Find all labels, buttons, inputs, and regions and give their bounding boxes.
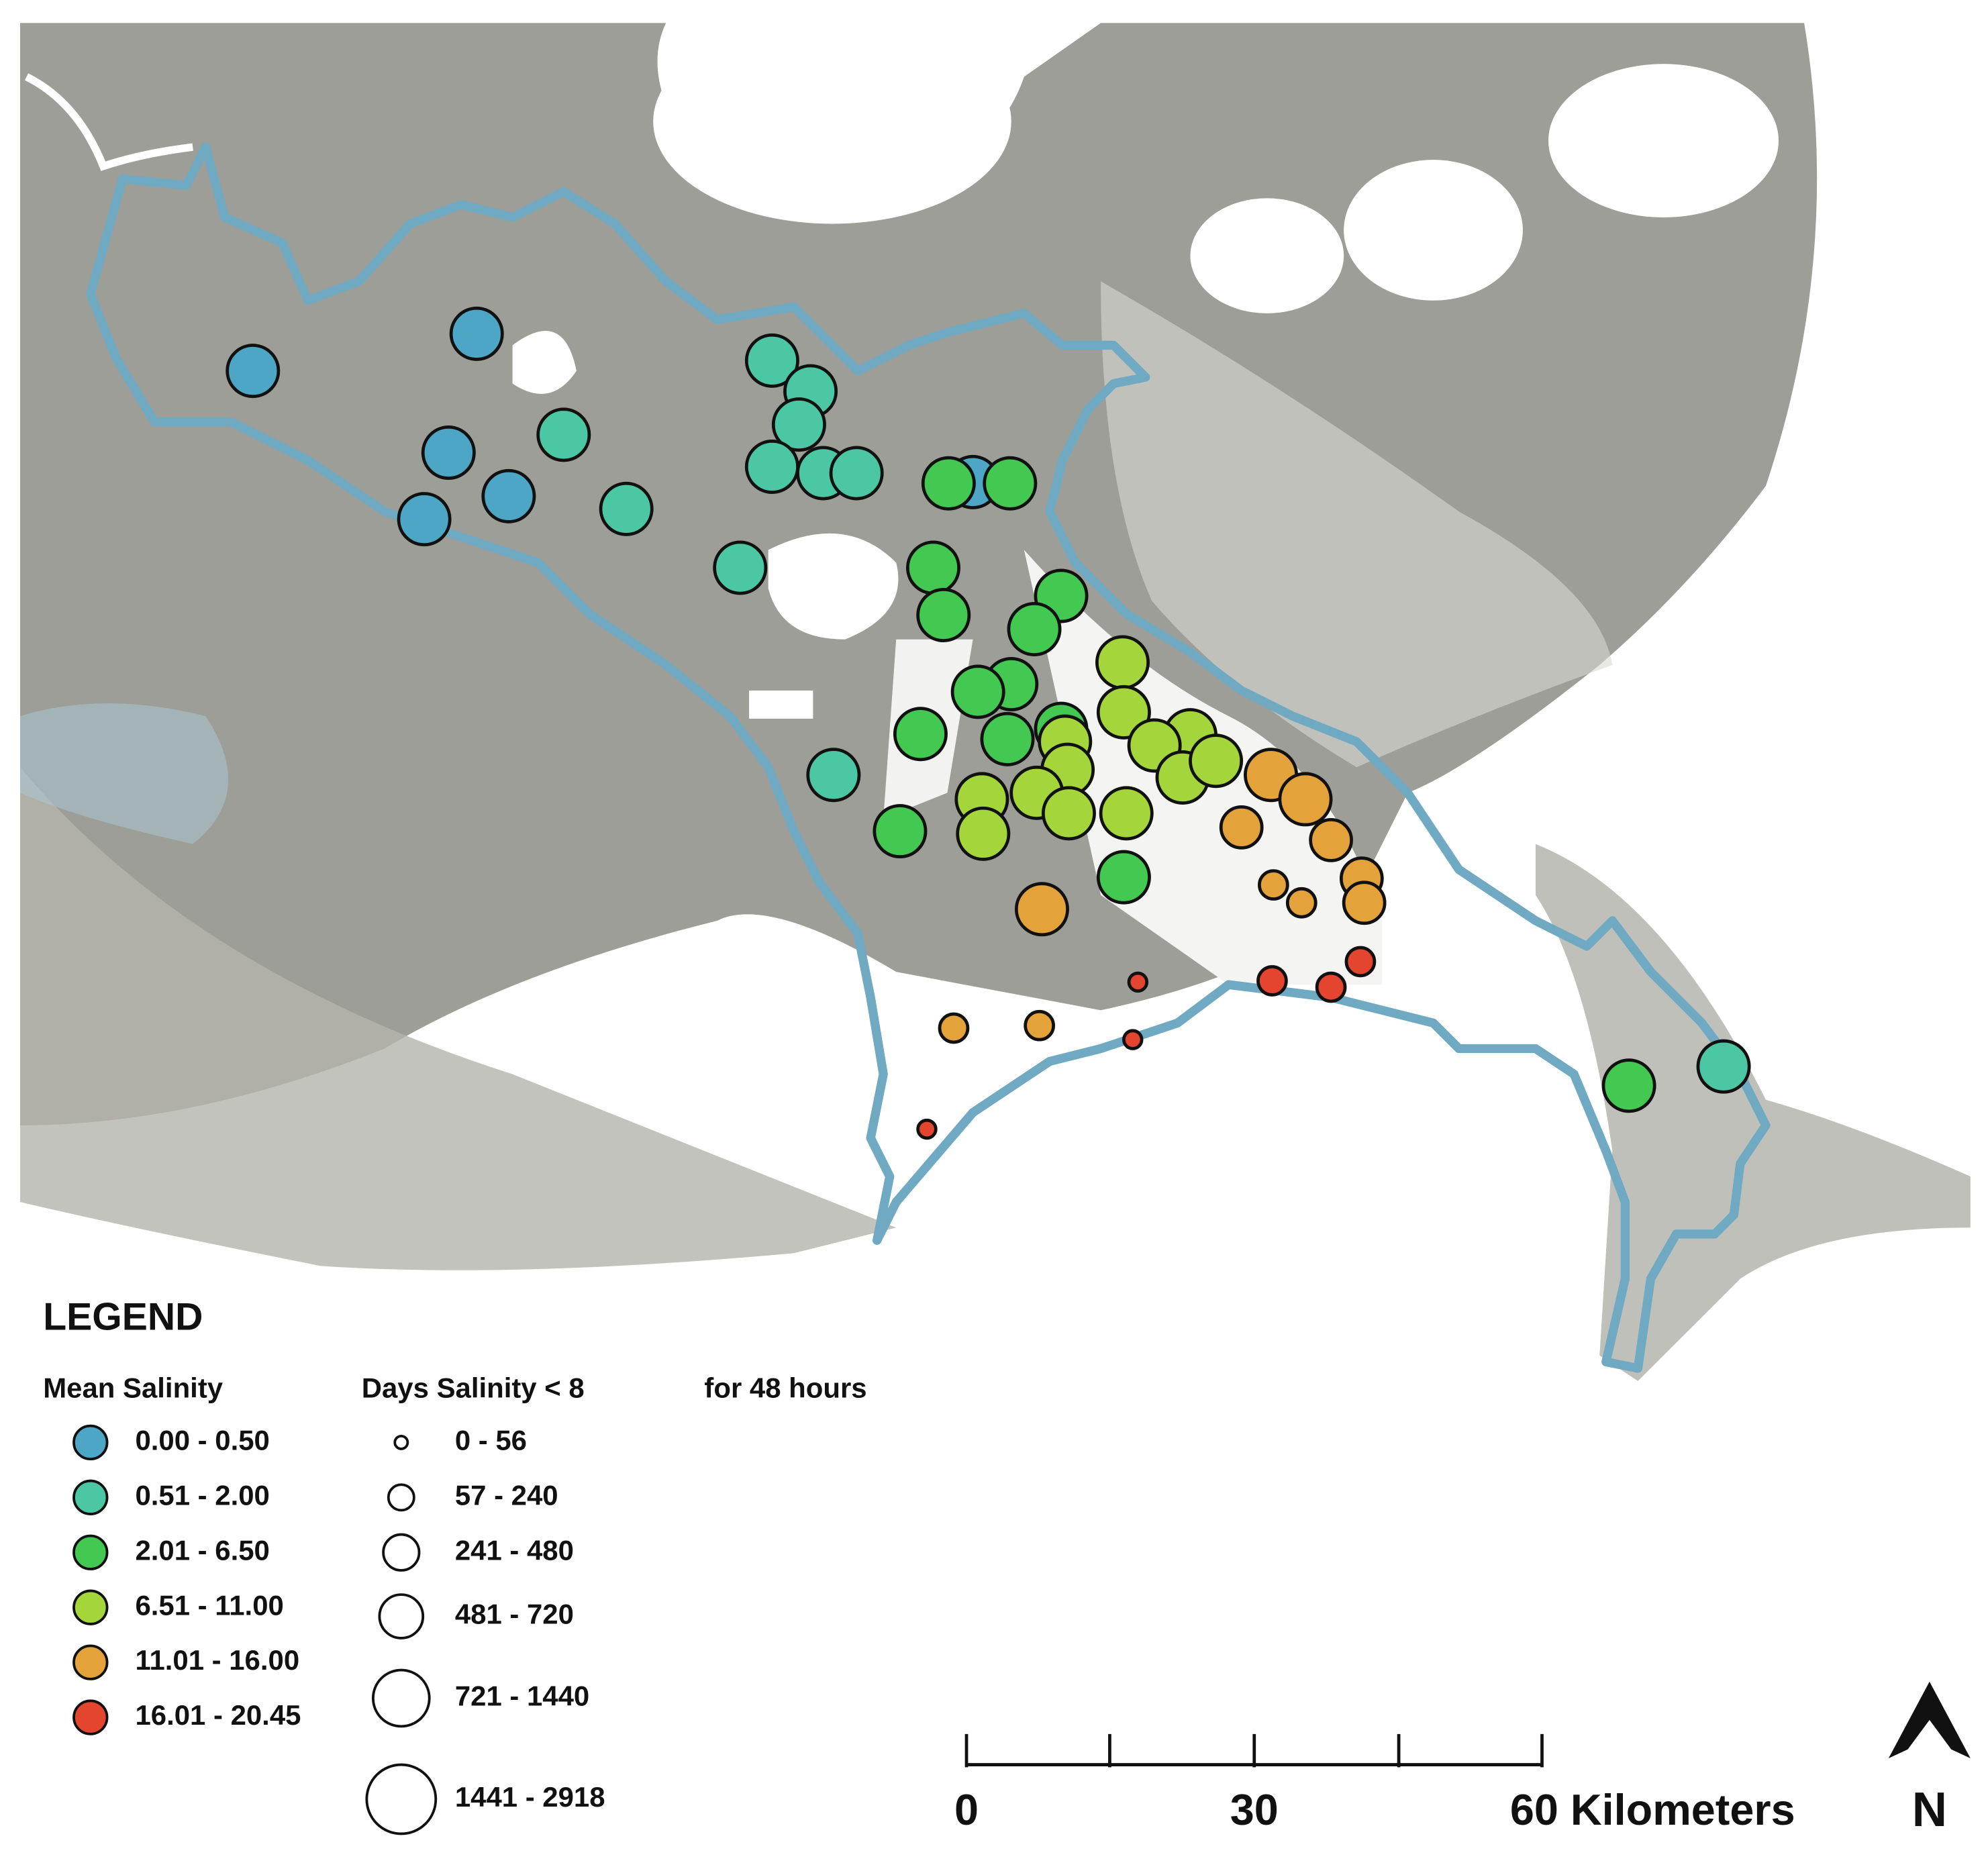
legend-size	[365, 1763, 438, 1835]
site	[397, 492, 452, 547]
site	[536, 407, 591, 462]
site	[1258, 869, 1289, 901]
site	[893, 707, 948, 762]
legend-label: 241 - 480	[455, 1534, 574, 1566]
site	[1024, 1009, 1055, 1042]
scale-bar	[964, 1733, 1544, 1768]
site	[744, 333, 799, 388]
legend-swatch	[72, 1644, 109, 1680]
site	[956, 806, 1011, 861]
site	[1007, 602, 1062, 656]
legend-size	[382, 1533, 421, 1572]
site	[905, 540, 960, 595]
site	[1342, 880, 1387, 925]
site	[916, 1118, 938, 1140]
site	[873, 804, 928, 859]
site	[916, 588, 971, 643]
scale-label: 0	[954, 1785, 979, 1834]
legend-swatch	[72, 1424, 109, 1461]
legend: 0.00 - 0.50 0.51 - 2.00 2.01 - 6.50 6.51 - …	[72, 1424, 605, 1835]
site	[1219, 805, 1264, 850]
site	[1309, 818, 1353, 862]
legend-swatch	[72, 1589, 109, 1625]
site	[983, 456, 1038, 511]
site	[771, 397, 826, 452]
site	[1095, 635, 1150, 690]
site	[1099, 786, 1154, 841]
legend-label: 1441 - 2918	[455, 1781, 605, 1813]
site	[1256, 965, 1288, 997]
legend-label: 2.01 - 6.50	[135, 1534, 269, 1566]
legend-swatch	[72, 1479, 109, 1515]
legend-heading: Mean Salinity	[43, 1372, 223, 1403]
site	[1127, 971, 1149, 993]
legend-size	[378, 1593, 425, 1639]
site	[1344, 946, 1377, 978]
site	[1122, 1029, 1144, 1050]
site	[1315, 971, 1347, 1003]
legend-label: 721 - 1440	[455, 1680, 589, 1712]
legend-label: 6.51 - 11.00	[135, 1589, 283, 1621]
site	[921, 456, 976, 511]
legend-label: 0.00 - 0.50	[135, 1424, 269, 1456]
site	[1601, 1058, 1656, 1113]
legend-size	[371, 1668, 431, 1728]
legend-label: 0.51 - 2.00	[135, 1479, 269, 1511]
site	[980, 711, 1035, 766]
legend-swatch	[72, 1699, 109, 1735]
site	[1189, 734, 1244, 789]
site	[226, 344, 281, 399]
site	[1014, 882, 1069, 937]
legend-label: 16.01 - 20.45	[135, 1699, 301, 1731]
site	[806, 748, 861, 803]
legend-heading: for 48 hours	[704, 1372, 866, 1403]
north-arrow	[1888, 1681, 1971, 1759]
site	[599, 481, 654, 536]
site	[481, 468, 536, 523]
site	[713, 540, 768, 595]
site	[829, 446, 884, 501]
site	[744, 440, 799, 494]
site	[449, 306, 504, 361]
site	[1096, 685, 1151, 740]
legend-label: 0 - 56	[455, 1424, 527, 1456]
legend-label: 11.01 - 16.00	[135, 1644, 299, 1676]
site	[1696, 1039, 1751, 1094]
site	[1096, 850, 1151, 905]
legend-heading: Days Salinity < 8	[362, 1372, 585, 1403]
study-boundary	[86, 142, 1771, 1373]
site	[1278, 772, 1333, 827]
legend-size	[393, 1434, 409, 1450]
site	[1285, 887, 1318, 919]
site	[938, 1012, 970, 1044]
scale-label: 60 Kilometers	[1510, 1785, 1795, 1834]
legend-swatch	[72, 1534, 109, 1570]
site	[950, 664, 1005, 719]
scale-label: 30	[1230, 1785, 1279, 1834]
site	[1041, 786, 1096, 841]
north-label: N	[1912, 1782, 1947, 1837]
legend-label: 57 - 240	[455, 1479, 558, 1511]
legend-label: 481 - 720	[455, 1599, 574, 1630]
legend-size	[387, 1483, 415, 1512]
sites	[226, 306, 1751, 1140]
legend-title: LEGEND	[43, 1296, 203, 1339]
site	[421, 425, 476, 481]
